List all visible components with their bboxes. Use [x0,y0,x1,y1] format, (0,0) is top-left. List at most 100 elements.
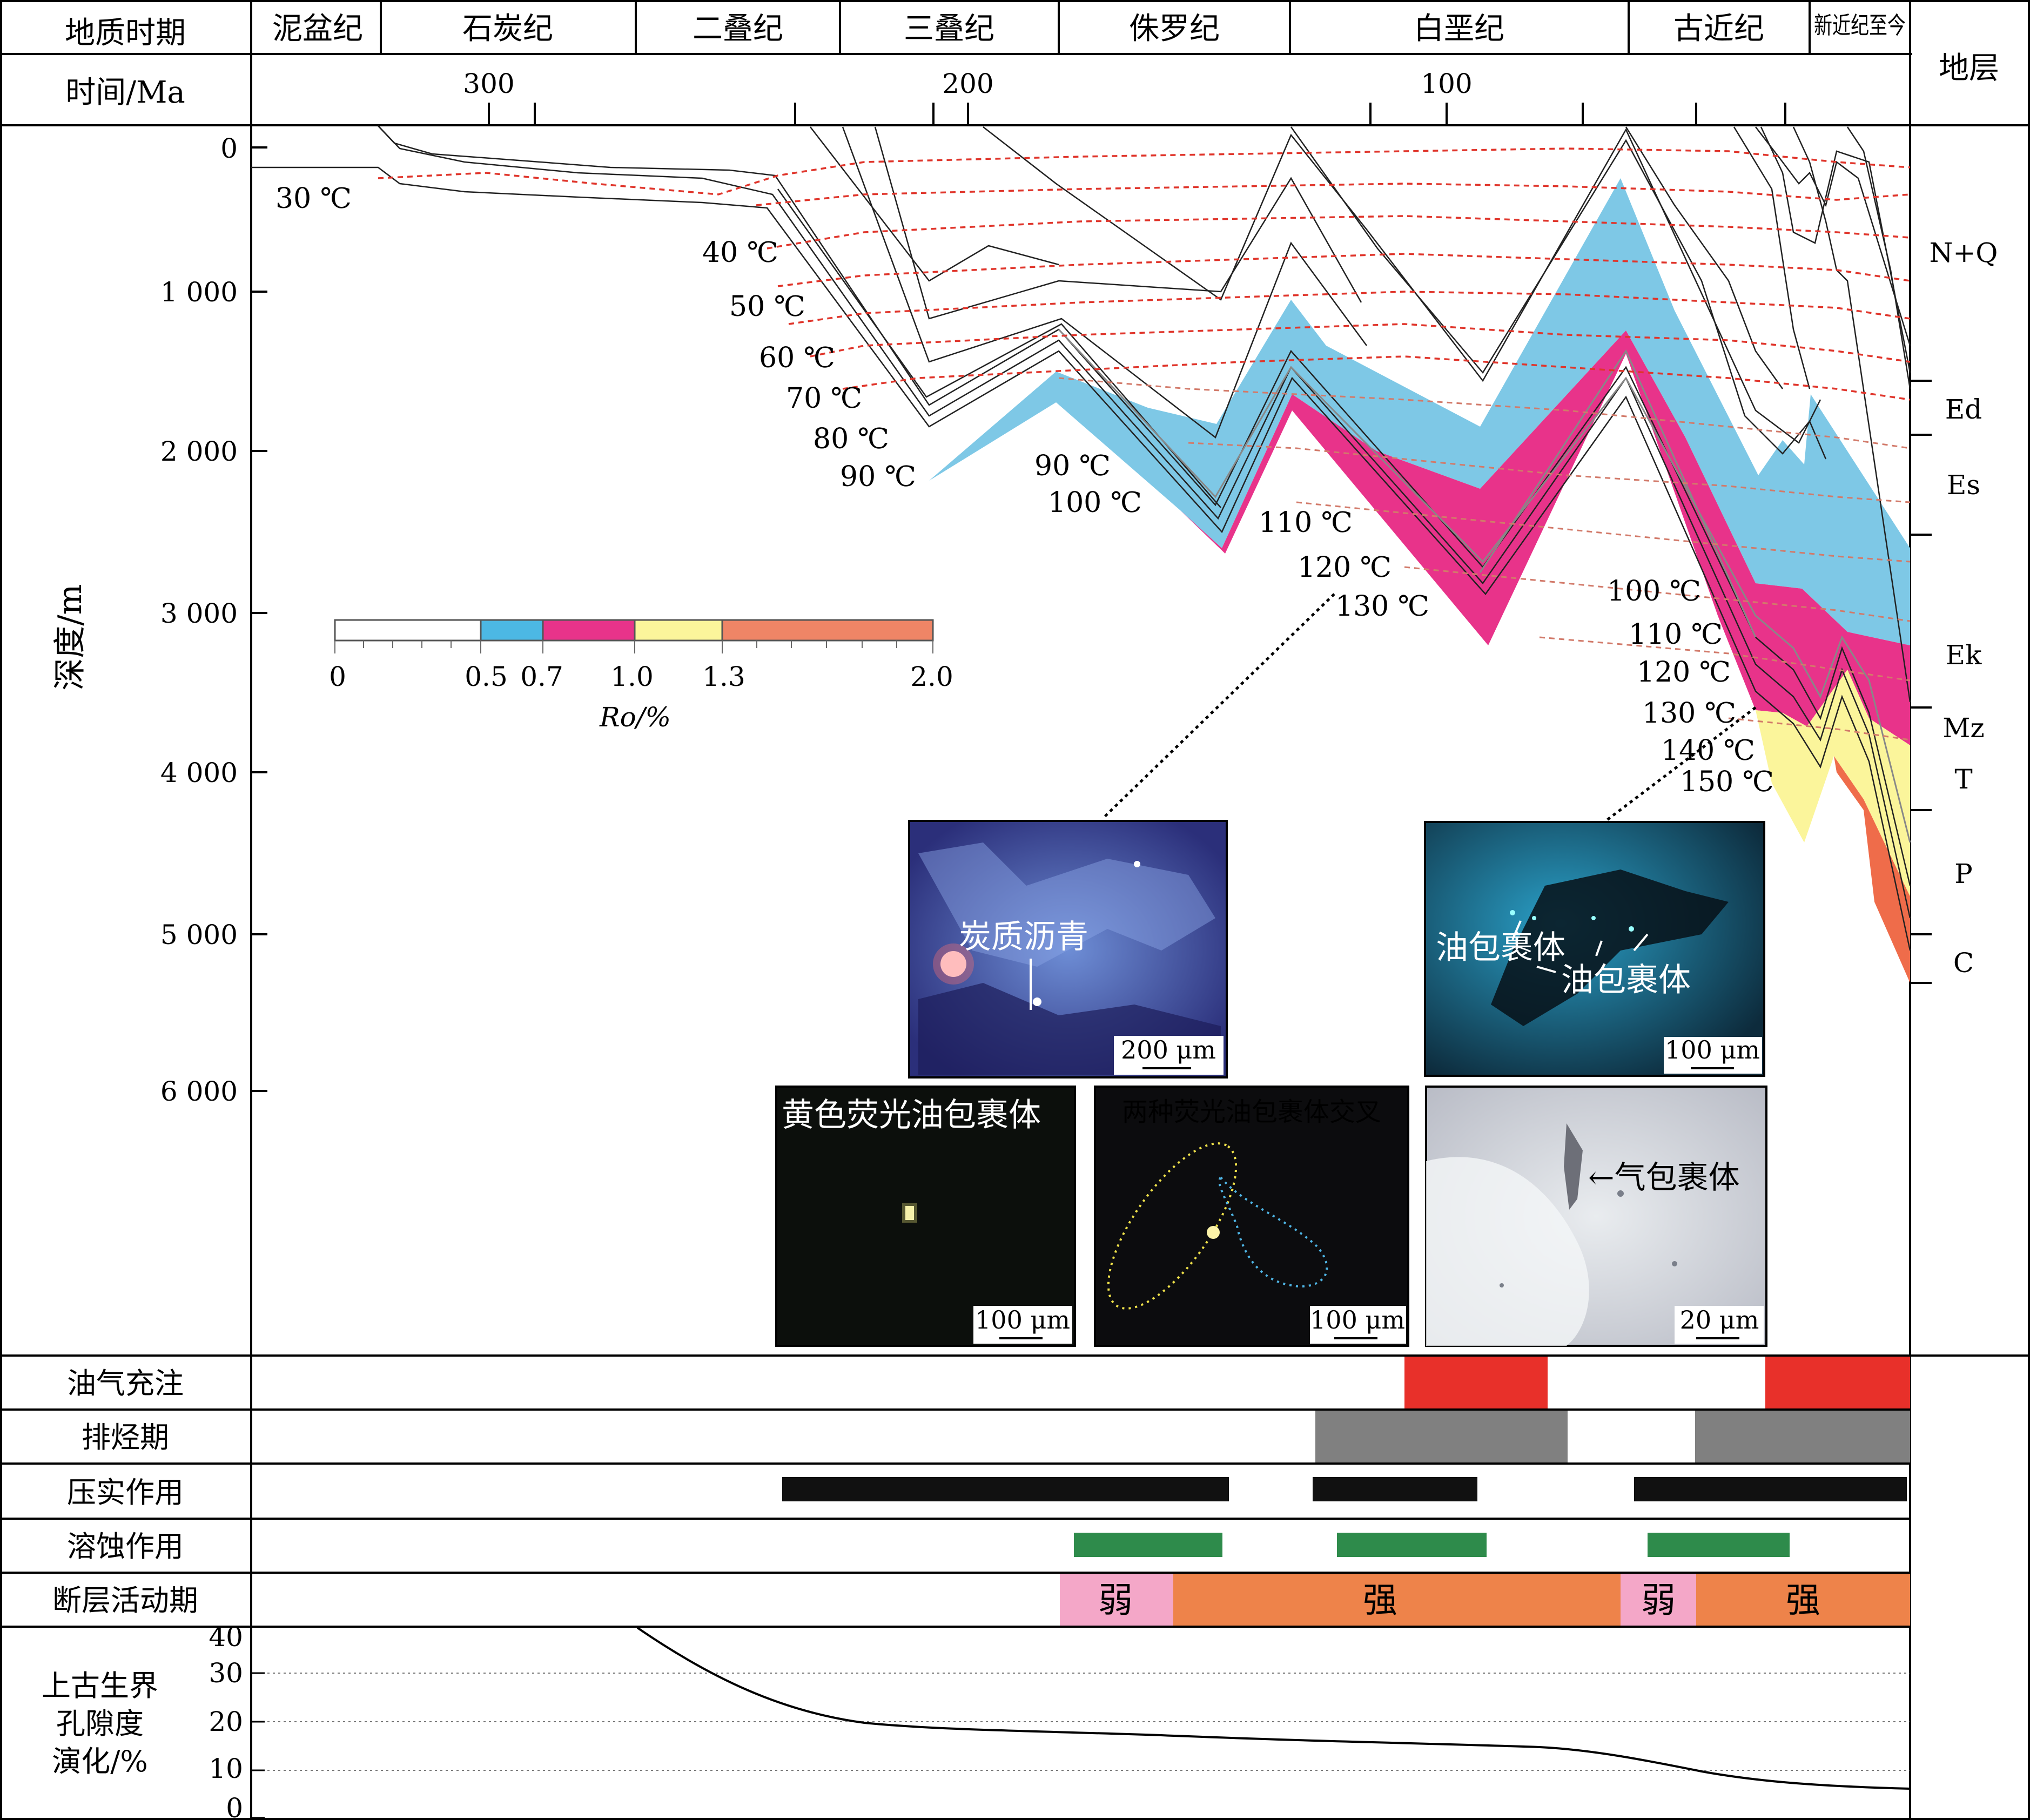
porosity-label: 上古生界 [42,1669,158,1703]
period-carboniferous: 石炭纪 [462,11,553,46]
charge-bar [1404,1357,1548,1408]
zone-ro-1.3-2.0 [1834,756,1910,983]
oil-inclusion-label: 油包裹体 [1561,961,1691,999]
isotherm-label: 110 ℃ [1259,507,1353,539]
isotherm-label: 130 ℃ [1335,590,1429,623]
gas-inclusion-label: ←气包裹体 [1588,1159,1740,1196]
burial-curves [251,125,1911,951]
porosity-panel: 上古生界 孔隙度 演化/% 40 30 20 10 0 [42,1621,1911,1820]
period-cretaceous: 白垩纪 [1414,11,1504,46]
maturity-zones [929,178,1910,983]
isotherm-labels-left: 30 ℃ 40 ℃ 50 ℃ 60 ℃ 70 ℃ 80 ℃ 90 ℃ [275,183,916,493]
stratum-label: P [1954,858,1973,889]
porosity-label: 演化/% [52,1744,148,1778]
depth-tick: 2 000 [160,436,238,467]
yellow-fluorescence-label: 黄色荧光油包裹体 [782,1096,1041,1134]
porosity-tick: 20 [209,1706,243,1737]
age-label: 100 [1421,68,1472,99]
ro-tick: 0.7 [520,661,563,692]
scale-bar-label: 200 μm [1121,1035,1216,1064]
depth-tick: 0 [220,133,238,164]
photo-bitumen: 炭质沥青 200 μm [908,820,1228,1078]
oil-inclusion-label: 油包裹体 [1436,929,1565,967]
porosity-label: 孔隙度 [56,1707,144,1741]
scale-bar-label: 100 μm [1665,1035,1760,1064]
compaction-bar [782,1477,1229,1501]
isotherm-label: 90 ℃ [840,461,916,493]
isotherm-label: 70 ℃ [786,382,862,415]
time-header: 时间/Ma [65,75,185,110]
event-label-compaction: 压实作用 [67,1475,184,1509]
stratum-label: Mz [1942,712,1985,744]
depth-tick: 4 000 [160,757,238,788]
strata-labels: N+Q Ed Es Ek Mz T P C [1930,237,1998,979]
isotherm-label: 40 ℃ [702,237,778,269]
fault-strong-bar [1696,1574,1910,1626]
dissolution-bar [1074,1533,1222,1557]
ro-tick: 1.0 [610,661,654,692]
ro-legend: 0 0.5 0.7 1.0 1.3 2.0 Ro/% [329,619,953,733]
fault-weak-label: 弱 [1641,1581,1676,1621]
isotherms-deep [1058,377,1911,741]
isotherm-label: 80 ℃ [813,423,889,455]
isotherm-label: 60 ℃ [759,342,835,374]
isotherms [378,147,1911,401]
zone-ro-0.5-0.7 [929,178,1910,645]
stratum-label: C [1953,947,1974,979]
dissolution-bar [1648,1533,1790,1557]
photo-oil-inclusions: 油包裹体 油包裹体 100 μm [1424,821,1765,1077]
stratum-label: Ed [1945,394,1982,425]
depth-tick: 3 000 [160,598,238,629]
scale-bar-label: 20 μm [1680,1305,1759,1334]
dissolution-bar [1337,1533,1487,1557]
isotherm-label: 90 ℃ [1034,450,1111,482]
expulsion-bar [1695,1411,1910,1462]
fault-weak-label: 弱 [1098,1581,1133,1621]
period-neogene: 新近纪至今 [1814,12,1906,39]
isotherm-label: 100 ℃ [1048,487,1142,519]
scale-bar-label: 100 μm [975,1305,1070,1334]
strata-ticks [1910,380,1932,984]
period-permian: 二叠纪 [693,11,783,46]
event-grid [1,1354,2029,1819]
porosity-curve [636,1627,1911,1790]
bitumen-label: 炭质沥青 [959,918,1088,956]
stratum-label: Es [1947,469,1980,501]
zone-ro-1.0-1.3 [1756,670,1910,896]
strata-header: 地层 [1939,51,1999,86]
expulsion-bar [1315,1411,1568,1462]
charge-bar [1765,1357,1910,1408]
photo-crossing-inclusions: 两种荧光油包裹体交叉 100 μm [1094,1086,1409,1347]
period-labels: 泥盆纪 石炭纪 二叠纪 三叠纪 侏罗纪 白垩纪 古近纪 新近纪至今 [272,11,1906,46]
age-label: 300 [463,68,514,99]
period-jurassic: 侏罗纪 [1129,11,1220,46]
isotherm-label: 100 ℃ [1607,575,1701,608]
ro-tick: 1.3 [702,661,745,692]
age-label: 200 [942,68,993,99]
depth-tick: 5 000 [160,919,238,951]
event-label-dissolution: 溶蚀作用 [67,1529,184,1563]
period-paleogene: 古近纪 [1673,11,1764,46]
porosity-tick: 40 [209,1621,243,1653]
scale-bar-label: 100 μm [1310,1305,1405,1334]
event-label-faulting: 断层活动期 [52,1583,198,1617]
ro-legend-title: Ro/% [599,702,671,733]
fault-strong-label: 强 [1363,1581,1397,1621]
isotherm-label: 30 ℃ [275,183,352,215]
isotherm-labels-middle: 90 ℃ 100 ℃ 110 ℃ 120 ℃ 130 ℃ [1034,450,1429,623]
period-devonian: 泥盆纪 [272,11,363,46]
age-labels: 300 200 100 [463,68,1472,99]
isotherm-label: 120 ℃ [1298,551,1392,584]
isotherm-label: 140 ℃ [1661,734,1755,767]
compaction-bar [1313,1477,1477,1501]
isotherm-label: 50 ℃ [729,291,805,323]
event-bars [782,1357,1910,1626]
stratum-boundaries [1058,328,1911,843]
fault-weak-bar [1060,1574,1173,1626]
photo-gas-inclusions: ←气包裹体 20 μm [1425,1086,1767,1347]
event-label-charging: 油气充注 [67,1366,184,1400]
event-row-labels: 油气充注 排烃期 压实作用 溶蚀作用 断层活动期 [52,1366,198,1617]
compaction-bar [1634,1477,1907,1501]
